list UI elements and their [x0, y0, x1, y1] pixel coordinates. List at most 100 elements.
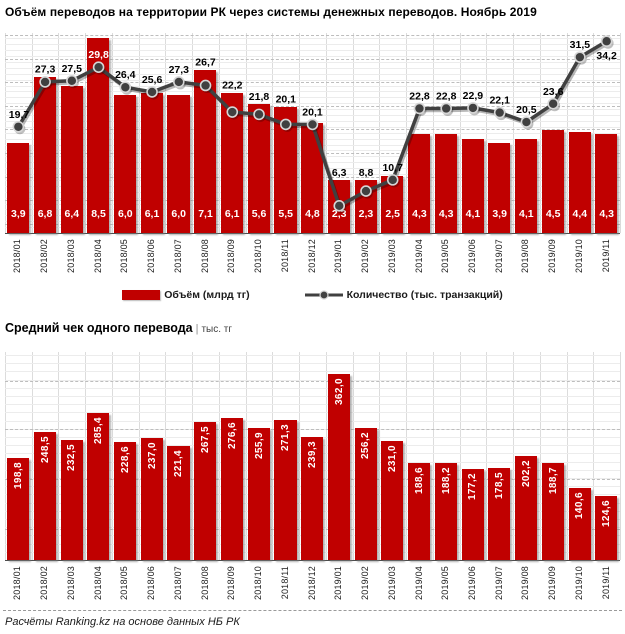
bar — [194, 69, 217, 233]
bar-value-label: 362,0 — [326, 378, 353, 405]
x-axis-label: 2019/10 — [574, 239, 584, 273]
avg-check-title-text: Средний чек одного перевода — [5, 321, 193, 335]
x-axis-label-text: 2019/11 — [600, 566, 611, 600]
x-axis-label: 2018/05 — [119, 239, 129, 273]
bar-value-label: 178,5 — [486, 472, 513, 499]
bar-value-label-text: 256,2 — [360, 432, 372, 460]
x-axis-label: 2018/12 — [307, 239, 317, 273]
bar-value-label: 6,4 — [64, 208, 80, 220]
line-point — [199, 79, 212, 92]
line-value-label: 27,5 — [62, 63, 83, 75]
bar-value-label-text: 276,6 — [226, 421, 238, 449]
line-value-label: 20,5 — [516, 104, 537, 116]
x-axis-label-text: 2018/08 — [199, 239, 210, 273]
line-value-label: 23,6 — [543, 86, 564, 98]
bar-value-label: 2,5 — [385, 208, 400, 220]
bar-value-label-text: 239,3 — [306, 440, 318, 468]
bar — [568, 487, 591, 560]
line-value-label: 27,3 — [169, 64, 190, 76]
gridline-minor — [5, 103, 620, 105]
legend-item-volume: Объём (млрд тг) — [122, 289, 250, 301]
gridline-minor — [5, 38, 620, 40]
gridline-vertical — [272, 352, 273, 560]
x-axis-label-text: 2018/08 — [199, 566, 210, 600]
gridline-minor — [5, 44, 620, 46]
bar-value-label-text: 177,2 — [467, 472, 479, 500]
x-axis-label: 2018/10 — [253, 566, 263, 600]
line-point — [493, 106, 506, 119]
x-axis-label: 2018/06 — [146, 566, 156, 600]
bar — [7, 143, 30, 233]
bar — [140, 92, 163, 233]
bar-value-label: 7,1 — [198, 208, 213, 220]
line-point — [547, 97, 559, 110]
x-axis-label-text: 2018/05 — [119, 566, 130, 600]
bar — [568, 131, 591, 233]
x-axis-label-text: 2018/02 — [39, 239, 50, 273]
x-axis-label: 2019/05 — [440, 566, 450, 600]
gridline-vertical — [406, 352, 407, 560]
line-value-label: 20,1 — [276, 94, 297, 106]
x-axis-label: 2018/01 — [12, 239, 22, 273]
bar-value-label-text: 267,5 — [200, 426, 212, 454]
x-axis-label-text: 2019/02 — [360, 566, 370, 600]
x-axis-label-text: 2019/09 — [547, 566, 558, 600]
bar — [301, 436, 324, 560]
bar — [408, 134, 431, 233]
bar — [381, 441, 404, 560]
line-value-label: 26,7 — [195, 57, 216, 69]
bar-value-label: 267,5 — [192, 426, 219, 453]
gridline-vertical — [379, 352, 380, 560]
bar-value-label-text: 198,8 — [12, 461, 24, 489]
gridline-vertical — [486, 352, 487, 560]
line-value-label: 22,9 — [463, 90, 484, 102]
bar-value-label: 3,9 — [492, 208, 507, 220]
bar — [541, 462, 564, 560]
line-value-label: 19,7 — [9, 109, 30, 121]
gridline-vertical — [112, 352, 113, 560]
x-axis-label: 2019/07 — [494, 239, 504, 273]
bar-value-label: 221,4 — [165, 450, 192, 477]
x-axis-label: 2019/07 — [494, 566, 504, 600]
chart-legend: Объём (млрд тг) Количество (тыс. транзак… — [5, 289, 620, 301]
gridline-major — [5, 82, 620, 84]
x-axis-label: 2018/08 — [200, 566, 210, 600]
bar-value-label: 4,1 — [465, 208, 481, 220]
bar — [274, 106, 297, 233]
gridline-major — [5, 105, 620, 107]
line-value-label: 21,8 — [249, 91, 270, 103]
bar-value-label: 271,3 — [272, 424, 299, 451]
bar — [461, 138, 484, 233]
x-axis-label-text: 2018/07 — [172, 239, 183, 273]
gridline-vertical — [460, 352, 461, 560]
gridline-vertical — [513, 352, 514, 560]
bar-value-label: 256,2 — [353, 432, 380, 459]
x-axis-label-text: 2018/02 — [39, 566, 50, 600]
bar-value-label-text: 285,4 — [93, 417, 105, 445]
bar-value-label: 2,3 — [358, 208, 374, 220]
gridline-minor — [5, 73, 620, 75]
bar-value-label: 4,3 — [438, 208, 454, 220]
x-axis-label-text: 2018/12 — [306, 239, 317, 273]
gridline-vertical — [353, 352, 354, 560]
gridline-major — [5, 35, 620, 36]
gridline-minor — [5, 404, 620, 406]
line-point — [574, 51, 586, 63]
gridline-minor — [5, 85, 620, 87]
line-point — [119, 81, 132, 94]
bar — [7, 457, 30, 560]
bar — [595, 495, 618, 560]
x-axis-label-text: 2018/09 — [226, 566, 237, 600]
x-axis-label: 2019/08 — [520, 566, 530, 600]
line-point — [173, 76, 185, 88]
bar — [220, 417, 244, 560]
gridline-major — [5, 58, 620, 60]
bar-value-label-text: 140,6 — [574, 491, 586, 519]
bar-value-label-text: 255,9 — [253, 432, 265, 460]
bar-value-label: 4,8 — [305, 208, 320, 220]
x-axis-label: 2018/09 — [226, 239, 236, 273]
bar-value-label: 248,5 — [32, 436, 59, 463]
gridline-vertical — [326, 352, 327, 560]
x-axis-label-text: 2019/03 — [386, 566, 397, 600]
bar — [114, 442, 137, 560]
